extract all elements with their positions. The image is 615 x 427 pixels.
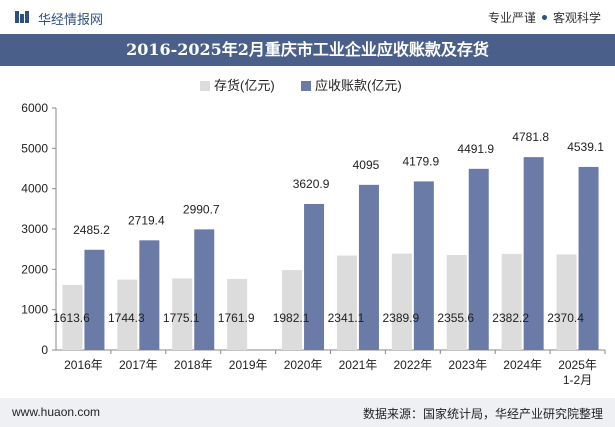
bar-inventory xyxy=(391,253,412,350)
chart-title: 2016-2025年2月重庆市工业企业应收账款及存货 xyxy=(0,34,615,66)
y-tick-label: 4000 xyxy=(21,182,48,196)
y-tick-label: 0 xyxy=(41,343,48,357)
bar-chart: 0 1000 2000 3000 4000 5000 6000 2016年 1613.6 2485… xyxy=(21,101,606,387)
y-tick-label: 5000 xyxy=(21,141,48,155)
x-tick-label: 2018年 xyxy=(174,358,213,372)
x-tick-label: 2016年 xyxy=(64,358,103,372)
bar-inventory xyxy=(62,284,83,350)
bar-receivables xyxy=(358,184,379,350)
y-tick-label: 3000 xyxy=(21,222,48,236)
x-tick-label: 2024年 xyxy=(503,358,542,372)
bar-inventory xyxy=(336,255,357,350)
data-label-receivables: 3620.9 xyxy=(293,177,330,191)
slogan-left: 专业严谨 xyxy=(487,11,536,25)
bar-receivables xyxy=(139,240,160,350)
data-label-receivables: 2990.7 xyxy=(183,202,220,216)
legend-label-receivables: 应收账款(亿元) xyxy=(315,78,402,93)
data-label-receivables: 4095 xyxy=(353,158,380,172)
y-tick-label: 2000 xyxy=(21,262,48,276)
data-label-inventory: 2389.9 xyxy=(382,311,419,325)
data-label-inventory: 2341.1 xyxy=(328,311,365,325)
y-tick-label: 1000 xyxy=(21,303,48,317)
x-tick-label: 2017年 xyxy=(119,358,158,372)
bar-receivables xyxy=(468,168,489,350)
legend-label-inventory: 存货(亿元) xyxy=(214,78,275,93)
data-label-inventory: 2355.6 xyxy=(437,311,474,325)
x-tick-label: 2022年 xyxy=(393,358,432,372)
data-label-receivables: 2485.2 xyxy=(73,223,110,237)
data-label-receivables: 4781.8 xyxy=(512,130,549,144)
plot-area: 0 1000 2000 3000 4000 5000 6000 2016年 1613.6 2485… xyxy=(21,101,606,387)
data-source: 数据来源：国家统计局，华经产业研究院整理 xyxy=(362,407,603,421)
legend-swatch-inventory xyxy=(200,81,210,91)
bar-receivables xyxy=(523,157,544,350)
y-tick-label: 6000 xyxy=(21,101,48,115)
x-tick-label: 2020年 xyxy=(284,358,323,372)
bar-receivables xyxy=(84,249,105,350)
brand-name: 华经情报网 xyxy=(38,12,104,27)
data-label-inventory: 1744.3 xyxy=(108,311,145,325)
data-label-inventory: 2382.2 xyxy=(492,311,529,325)
x-tick-label: 2025年 xyxy=(558,358,597,372)
data-label-inventory: 1982.1 xyxy=(273,311,310,325)
footer-url[interactable]: www.huaon.com xyxy=(12,405,101,419)
bar-receivables xyxy=(413,181,434,350)
data-label-inventory: 1775.1 xyxy=(163,311,200,325)
bar-receivables xyxy=(304,203,325,350)
data-label-receivables: 4491.9 xyxy=(457,142,494,156)
bar-receivables xyxy=(194,229,215,350)
chart-legend: 存货(亿元) 应收账款(亿元) xyxy=(0,76,615,96)
bar-inventory xyxy=(117,279,138,350)
data-label-receivables: 2719.4 xyxy=(128,213,165,227)
data-label-inventory: 1613.6 xyxy=(53,311,90,325)
data-label-inventory: 1761.9 xyxy=(218,311,255,325)
bar-inventory xyxy=(172,278,193,350)
bar-inventory xyxy=(501,253,522,350)
top-bar: 华经情报网 专业严谨 客观科学 xyxy=(0,0,615,34)
x-tick-label: 2021年 xyxy=(339,358,378,372)
x-tick-label: 2019年 xyxy=(229,358,268,372)
data-label-receivables: 4179.9 xyxy=(402,154,439,168)
slogan: 专业严谨 客观科学 xyxy=(488,9,601,26)
bar-inventory xyxy=(446,254,467,350)
footer: www.huaon.com 数据来源：国家统计局，华经产业研究院整理 xyxy=(0,398,615,427)
x-tick-label: 1-2月 xyxy=(563,373,592,387)
brand-logo-icon xyxy=(15,11,29,23)
slogan-right: 客观科学 xyxy=(552,11,601,25)
x-tick-label: 2023年 xyxy=(448,358,487,372)
legend-swatch-receivables xyxy=(301,81,311,91)
bar-inventory xyxy=(227,278,248,350)
bar-inventory xyxy=(282,270,303,350)
data-label-receivables: 4539.1 xyxy=(567,140,604,154)
bar-receivables xyxy=(578,166,599,350)
slogan-dot-icon xyxy=(541,15,547,21)
bar-inventory xyxy=(556,254,577,350)
data-label-inventory: 2370.4 xyxy=(547,311,584,325)
